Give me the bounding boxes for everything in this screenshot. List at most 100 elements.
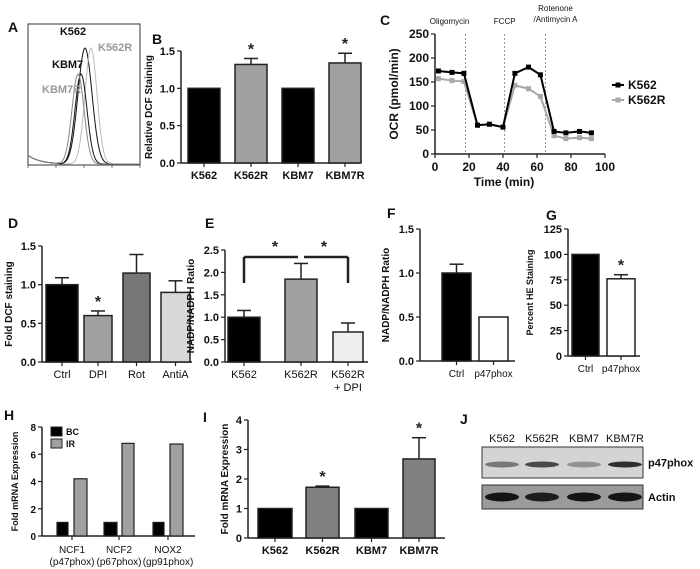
y-tick-label: 75: [550, 275, 562, 287]
legend-marker: [615, 82, 621, 88]
injection-label: FCCP: [494, 17, 516, 26]
y-tick-label: 0.0: [160, 158, 175, 170]
y-tick-label: 0.5: [204, 335, 219, 347]
y-tick-label: 8: [30, 423, 36, 434]
panel-label: C: [380, 12, 390, 28]
x-tick-label: KBM7: [356, 545, 387, 557]
data-point-K562R: [551, 133, 557, 139]
y-tick-label: 0: [422, 147, 429, 161]
bar: [257, 507, 293, 539]
y-axis-label: OCR (pmol/min): [387, 48, 401, 139]
significance-star: *: [618, 258, 625, 275]
y-axis-label: Percent HE Staining: [525, 249, 535, 335]
blot-band: [608, 492, 642, 502]
significance-star: *: [321, 239, 328, 256]
y-tick-label: 1.0: [399, 268, 414, 280]
y-axis-label: Fold DCF staining: [4, 261, 15, 347]
x-tick-label: K562R: [234, 170, 268, 182]
y-tick-label: 2: [236, 474, 242, 486]
data-point-K562: [449, 69, 455, 75]
x-tick-label: 100: [595, 160, 615, 174]
x-tick-label: KBM7R: [325, 170, 364, 182]
significance-star: *: [319, 469, 326, 486]
data-point-K562: [461, 70, 467, 76]
data-point-K562R: [563, 136, 569, 142]
significance-star: *: [95, 294, 102, 311]
significance-star: *: [416, 421, 423, 438]
data-point-K562R: [449, 78, 455, 84]
y-tick-label: 1.5: [21, 241, 36, 253]
lane-label: K562R: [525, 433, 559, 445]
significance-star: *: [248, 41, 255, 58]
bar-IR: [73, 478, 88, 537]
x-tick-label: Ctrl: [449, 369, 465, 380]
y-tick-label: 1.5: [399, 224, 414, 236]
y-tick-label: 4: [236, 415, 243, 427]
y-axis-label: NADP/NADPH Ratio: [186, 259, 197, 353]
blot-band: [485, 492, 519, 502]
x-tick-label: NOX2: [154, 545, 182, 556]
lane-label: KBM7: [569, 433, 599, 445]
panel-label: B: [152, 31, 162, 47]
histogram-label: KBM7: [52, 59, 83, 71]
x-tick-label: 40: [496, 160, 510, 174]
panel-label: G: [546, 207, 557, 223]
y-tick-label: 150: [409, 75, 429, 89]
y-tick-label: 3: [236, 445, 242, 457]
x-tick-sublabel: (p47phox): [49, 557, 94, 568]
blot-band: [567, 492, 601, 502]
y-tick-label: 200: [409, 51, 429, 65]
legend-swatch: [50, 426, 63, 437]
histogram-label: K562: [60, 26, 86, 38]
bar: [332, 331, 364, 363]
bar: [45, 283, 79, 363]
y-tick-label: 0.0: [399, 356, 414, 368]
data-point-K562R: [577, 135, 582, 141]
x-tick-label: K562: [191, 170, 217, 182]
data-point-K562: [526, 64, 531, 70]
legend-label: K562R: [628, 93, 666, 107]
legend-label: K562: [628, 78, 657, 92]
data-point-K562R: [461, 79, 467, 85]
y-tick-label: 0: [556, 351, 562, 363]
x-axis-label: Time (min): [474, 175, 534, 189]
x-tick-label: KBM7: [282, 170, 313, 182]
x-tick-sublabel: (gp91phox): [143, 557, 194, 568]
y-tick-label: 50: [550, 300, 562, 312]
panel-label: I: [203, 409, 207, 425]
bar: [83, 314, 113, 363]
bar: [284, 278, 318, 363]
blot-band: [567, 461, 601, 468]
blot-band: [608, 461, 642, 468]
histogram-curve: [28, 73, 139, 165]
panel-label: H: [4, 407, 14, 423]
legend-swatch: [50, 438, 63, 449]
data-point-K562R: [537, 93, 543, 99]
x-tick-label: 80: [564, 160, 578, 174]
y-tick-label: 1.0: [204, 312, 219, 324]
y-tick-label: 1.5: [160, 46, 175, 58]
panel-label: F: [387, 205, 396, 221]
panel-label: A: [8, 19, 18, 35]
bar-BC: [152, 521, 165, 537]
y-tick-label: 250: [409, 27, 429, 41]
y-tick-label: 100: [544, 249, 562, 261]
bar: [234, 63, 268, 164]
data-point-K562: [537, 72, 543, 78]
data-point-K562: [435, 68, 441, 74]
bar: [328, 62, 362, 164]
y-tick-label: 1: [236, 504, 242, 516]
y-tick-label: 2.5: [204, 245, 219, 257]
blot-band: [485, 461, 519, 468]
injection-label: Rotenone: [538, 4, 573, 13]
y-tick-label: 4: [30, 478, 36, 489]
data-point-K562: [588, 130, 594, 136]
legend-marker: [615, 97, 621, 103]
y-axis-label: Relative DCF Staining: [144, 55, 155, 159]
y-tick-label: 0.0: [21, 357, 36, 369]
panel-label: D: [8, 215, 18, 231]
data-point-K562R: [588, 136, 594, 142]
y-tick-label: 1.5: [204, 290, 219, 302]
y-tick-label: 0.5: [21, 318, 36, 330]
